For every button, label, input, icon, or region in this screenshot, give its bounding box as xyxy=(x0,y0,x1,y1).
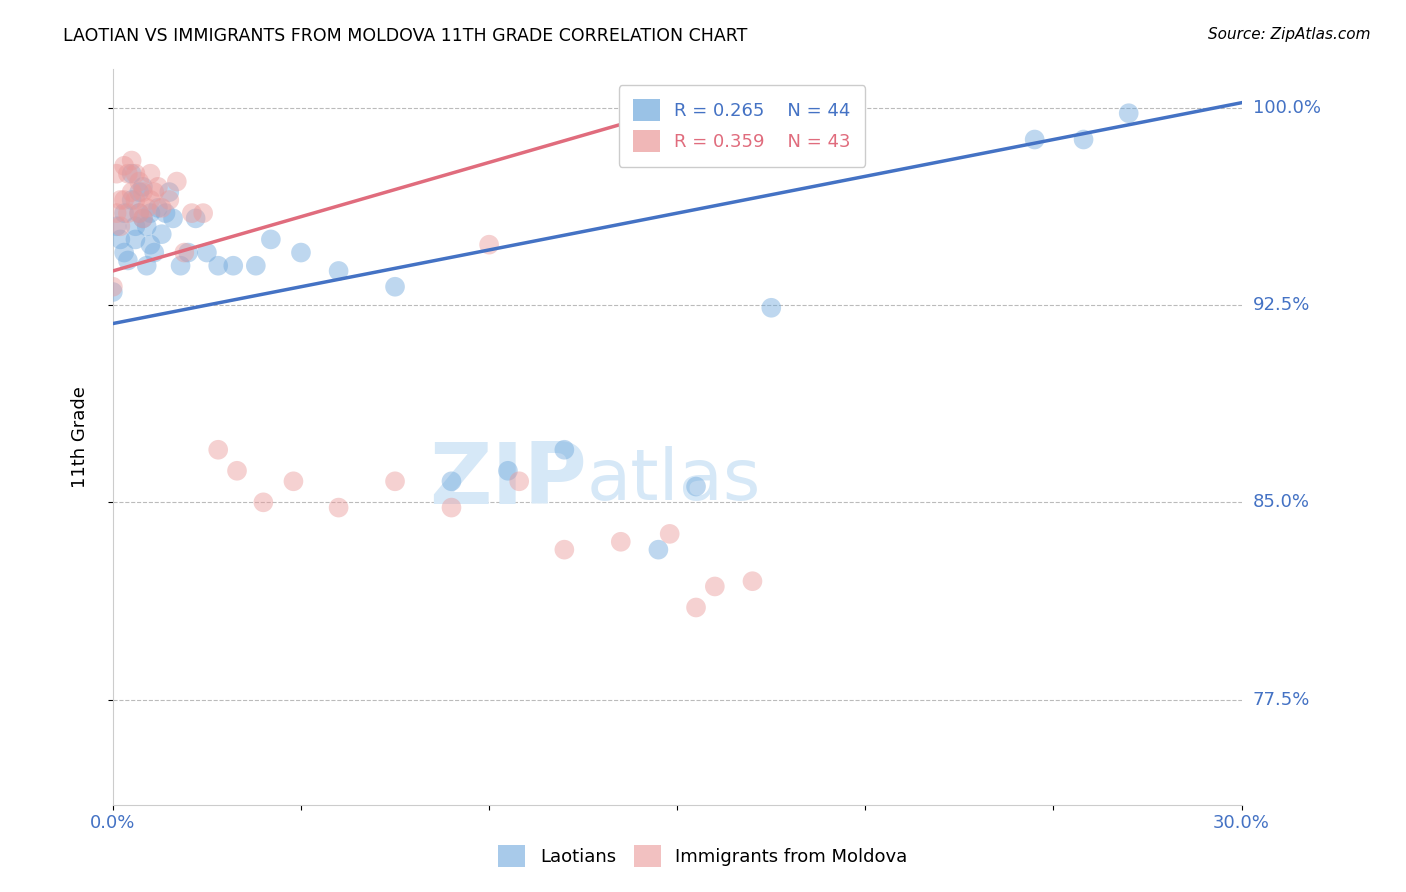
Point xyxy=(110,232,132,246)
Point xyxy=(283,475,305,489)
Point xyxy=(146,179,169,194)
Point xyxy=(328,500,350,515)
Point xyxy=(143,245,166,260)
Point xyxy=(110,193,132,207)
Text: Source: ZipAtlas.com: Source: ZipAtlas.com xyxy=(1208,27,1371,42)
Point xyxy=(143,185,166,199)
Point xyxy=(124,219,146,234)
Point xyxy=(128,206,150,220)
Point xyxy=(191,206,214,220)
Point xyxy=(121,167,143,181)
Point xyxy=(157,185,180,199)
Point xyxy=(553,442,575,457)
Point xyxy=(128,206,150,220)
Point xyxy=(180,206,202,220)
Point xyxy=(184,211,207,226)
Point xyxy=(252,495,274,509)
Point xyxy=(110,219,132,234)
Point xyxy=(478,237,501,252)
Point xyxy=(741,574,763,589)
Point xyxy=(139,237,162,252)
Text: 100.0%: 100.0% xyxy=(1253,99,1320,117)
Point xyxy=(1073,132,1095,146)
Legend: R = 0.265    N = 44, R = 0.359    N = 43: R = 0.265 N = 44, R = 0.359 N = 43 xyxy=(619,85,866,167)
Point xyxy=(139,206,162,220)
Point xyxy=(132,211,155,226)
Point xyxy=(166,175,188,189)
Point xyxy=(128,175,150,189)
Point xyxy=(117,253,139,268)
Text: ZIP: ZIP xyxy=(429,439,586,523)
Point xyxy=(135,259,157,273)
Point xyxy=(173,245,195,260)
Point xyxy=(150,227,173,242)
Point xyxy=(195,245,218,260)
Point xyxy=(121,185,143,199)
Point xyxy=(496,464,519,478)
Point xyxy=(155,206,177,220)
Point xyxy=(169,259,191,273)
Point xyxy=(105,167,128,181)
Point xyxy=(112,193,135,207)
Point xyxy=(117,167,139,181)
Point xyxy=(290,245,312,260)
Point xyxy=(328,264,350,278)
Point xyxy=(226,464,249,478)
Point xyxy=(508,475,530,489)
Point xyxy=(157,193,180,207)
Point xyxy=(139,193,162,207)
Point xyxy=(1118,106,1140,120)
Point xyxy=(135,219,157,234)
Text: 85.0%: 85.0% xyxy=(1253,493,1310,511)
Point xyxy=(207,442,229,457)
Point xyxy=(440,500,463,515)
Point xyxy=(112,206,135,220)
Point xyxy=(245,259,267,273)
Point xyxy=(761,301,783,315)
Point xyxy=(135,201,157,215)
Point xyxy=(260,232,283,246)
Point xyxy=(150,201,173,215)
Point xyxy=(101,285,124,299)
Point xyxy=(117,206,139,220)
Point xyxy=(139,167,162,181)
Point xyxy=(177,245,200,260)
Text: 92.5%: 92.5% xyxy=(1253,296,1310,314)
Y-axis label: 11th Grade: 11th Grade xyxy=(72,385,89,488)
Point xyxy=(128,185,150,199)
Point xyxy=(124,167,146,181)
Point xyxy=(685,600,707,615)
Point xyxy=(121,193,143,207)
Point xyxy=(112,245,135,260)
Point xyxy=(647,542,669,557)
Point xyxy=(132,179,155,194)
Point xyxy=(610,534,633,549)
Point xyxy=(384,279,406,293)
Legend: Laotians, Immigrants from Moldova: Laotians, Immigrants from Moldova xyxy=(491,838,915,874)
Point xyxy=(658,527,681,541)
Point xyxy=(124,232,146,246)
Text: 77.5%: 77.5% xyxy=(1253,690,1310,708)
Point xyxy=(124,193,146,207)
Point xyxy=(105,219,128,234)
Point xyxy=(132,211,155,226)
Point xyxy=(162,211,184,226)
Point xyxy=(1024,132,1046,146)
Point xyxy=(553,542,575,557)
Text: LAOTIAN VS IMMIGRANTS FROM MOLDOVA 11TH GRADE CORRELATION CHART: LAOTIAN VS IMMIGRANTS FROM MOLDOVA 11TH … xyxy=(63,27,748,45)
Point xyxy=(105,206,128,220)
Point xyxy=(207,259,229,273)
Point xyxy=(440,475,463,489)
Point xyxy=(112,159,135,173)
Point xyxy=(222,259,245,273)
Point xyxy=(101,279,124,293)
Point xyxy=(132,185,155,199)
Point xyxy=(685,479,707,493)
Point xyxy=(121,153,143,168)
Point xyxy=(384,475,406,489)
Point xyxy=(703,579,725,593)
Text: atlas: atlas xyxy=(586,446,761,516)
Point xyxy=(146,201,169,215)
